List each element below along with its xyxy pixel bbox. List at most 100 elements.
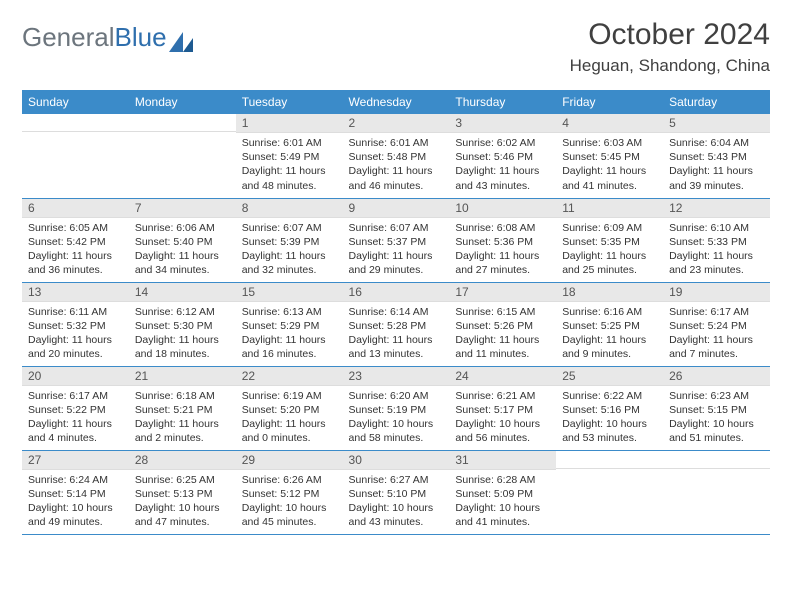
day-body: Sunrise: 6:10 AMSunset: 5:33 PMDaylight:… <box>663 218 770 282</box>
sunset-text: Sunset: 5:48 PM <box>349 150 444 164</box>
calendar-day-cell <box>663 450 770 534</box>
sunset-text: Sunset: 5:36 PM <box>455 235 550 249</box>
day-number: 15 <box>236 283 343 302</box>
sunrise-text: Sunrise: 6:04 AM <box>669 136 764 150</box>
calendar-day-cell: 10Sunrise: 6:08 AMSunset: 5:36 PMDayligh… <box>449 198 556 282</box>
sunrise-text: Sunrise: 6:07 AM <box>242 221 337 235</box>
sunset-text: Sunset: 5:49 PM <box>242 150 337 164</box>
day-number: 2 <box>343 114 450 133</box>
day-number: 30 <box>343 451 450 470</box>
day-body: Sunrise: 6:28 AMSunset: 5:09 PMDaylight:… <box>449 470 556 534</box>
calendar-day-cell: 16 Sunrise: 6:14 AMSunset: 5:28 PMDayligh… <box>343 282 450 366</box>
day-number: 6 <box>22 199 129 218</box>
day-number: 1 <box>236 114 343 133</box>
calendar-day-cell: 1Sunrise: 6:01 AMSunset: 5:49 PMDaylight… <box>236 114 343 198</box>
sunrise-text: Sunrise: 6:23 AM <box>669 389 764 403</box>
daylight-text: Daylight: 10 hours and 45 minutes. <box>242 501 337 529</box>
daylight-text: Daylight: 10 hours and 47 minutes. <box>135 501 230 529</box>
daylight-text: Daylight: 11 hours and 32 minutes. <box>242 249 337 277</box>
calendar-day-cell: 8Sunrise: 6:07 AMSunset: 5:39 PMDaylight… <box>236 198 343 282</box>
day-number: 16 <box>343 283 450 302</box>
day-body: Sunrise: 6:17 AMSunset: 5:24 PMDaylight:… <box>663 302 770 366</box>
sunset-text: Sunset: 5:12 PM <box>242 487 337 501</box>
day-body: Sunrise: 6:27 AMSunset: 5:10 PMDaylight:… <box>343 470 450 534</box>
day-body: Sunrise: 6:24 AMSunset: 5:14 PMDaylight:… <box>22 470 129 534</box>
daylight-text: Daylight: 10 hours and 56 minutes. <box>455 417 550 445</box>
daylight-text: Daylight: 11 hours and 46 minutes. <box>349 164 444 192</box>
day-number: 22 <box>236 367 343 386</box>
sunrise-text: Sunrise: 6:17 AM <box>28 389 123 403</box>
daylight-text: Daylight: 11 hours and 36 minutes. <box>28 249 123 277</box>
calendar-week-row: 20Sunrise: 6:17 AMSunset: 5:22 PMDayligh… <box>22 366 770 450</box>
calendar-day-cell: 23Sunrise: 6:20 AMSunset: 5:19 PMDayligh… <box>343 366 450 450</box>
sunset-text: Sunset: 5:43 PM <box>669 150 764 164</box>
sunset-text: Sunset: 5:22 PM <box>28 403 123 417</box>
calendar-week-row: 1 Sunrise: 6:01 AM Sunset: 5:49 PM Daylight… <box>22 114 770 198</box>
day-body: Sunrise: 6:13 AMSunset: 5:29 PMDaylight:… <box>236 302 343 366</box>
sunset-text: Sunset: 5:30 PM <box>135 319 230 333</box>
weekday-header: Friday <box>556 90 663 114</box>
calendar-day-cell: 22Sunrise: 6:19 AMSunset: 5:20 PMDayligh… <box>236 366 343 450</box>
sunrise-text: Sunrise: 6:02 AM <box>455 136 550 150</box>
calendar-day-cell: 13Sunrise: 6:11 AMSunset: 5:32 PMDayligh… <box>22 282 129 366</box>
sunrise-text: Sunrise: 6:01 AM <box>349 136 444 150</box>
day-number: 12 <box>663 199 770 218</box>
sunrise-text: Sunrise: 6:24 AM <box>28 473 123 487</box>
weekday-header: Monday <box>129 90 236 114</box>
sunset-text: Sunset: 5:17 PM <box>455 403 550 417</box>
day-number <box>129 114 236 132</box>
sunrise-text: Sunrise: 6:11 AM <box>28 305 123 319</box>
calendar-day-cell: 9Sunrise: 6:07 AMSunset: 5:37 PMDaylight… <box>343 198 450 282</box>
daylight-text: Daylight: 11 hours and 2 minutes. <box>135 417 230 445</box>
day-body: Sunrise: 6:21 AMSunset: 5:17 PMDaylight:… <box>449 386 556 450</box>
daylight-text: Daylight: 11 hours and 4 minutes. <box>28 417 123 445</box>
daylight-text: Daylight: 11 hours and 9 minutes. <box>562 333 657 361</box>
sunrise-text: Sunrise: 6:15 AM <box>455 305 550 319</box>
sunrise-text: Sunrise: 6:14 AM <box>349 305 444 319</box>
day-number <box>22 114 129 132</box>
day-body: Sunrise: 6:06 AMSunset: 5:40 PMDaylight:… <box>129 218 236 282</box>
daylight-text: Daylight: 10 hours and 53 minutes. <box>562 417 657 445</box>
day-body: Sunrise: 6:19 AMSunset: 5:20 PMDaylight:… <box>236 386 343 450</box>
logo-text-blue: Blue <box>115 22 167 53</box>
day-body <box>663 469 770 476</box>
day-body: Sunrise: 6:08 AMSunset: 5:36 PMDaylight:… <box>449 218 556 282</box>
day-body: Sunrise: 6:25 AMSunset: 5:13 PMDaylight:… <box>129 470 236 534</box>
calendar-day-cell <box>556 450 663 534</box>
sunrise-text: Sunrise: 6:25 AM <box>135 473 230 487</box>
sunset-text: Sunset: 5:28 PM <box>349 319 444 333</box>
daylight-text: Daylight: 11 hours and 0 minutes. <box>242 417 337 445</box>
daylight-text: Daylight: 10 hours and 51 minutes. <box>669 417 764 445</box>
day-number: 4 <box>556 114 663 133</box>
day-number: 8 <box>236 199 343 218</box>
calendar-week-row: 27Sunrise: 6:24 AMSunset: 5:14 PMDayligh… <box>22 450 770 534</box>
sunrise-text: Sunrise: 6:07 AM <box>349 221 444 235</box>
calendar-day-cell: 7Sunrise: 6:06 AMSunset: 5:40 PMDaylight… <box>129 198 236 282</box>
day-number: 20 <box>22 367 129 386</box>
daylight-text: Daylight: 11 hours and 13 minutes. <box>349 333 444 361</box>
day-number: 10 <box>449 199 556 218</box>
day-body <box>556 469 663 476</box>
daylight-text: Daylight: 11 hours and 41 minutes. <box>562 164 657 192</box>
calendar-day-cell: 6Sunrise: 6:05 AMSunset: 5:42 PMDaylight… <box>22 198 129 282</box>
calendar-day-cell <box>22 114 129 198</box>
sunrise-text: Sunrise: 6:13 AM <box>242 305 337 319</box>
calendar-day-cell: 21Sunrise: 6:18 AMSunset: 5:21 PMDayligh… <box>129 366 236 450</box>
calendar-day-cell: 19Sunrise: 6:17 AMSunset: 5:24 PMDayligh… <box>663 282 770 366</box>
calendar-day-cell: 5Sunrise: 6:04 AMSunset: 5:43 PMDaylight… <box>663 114 770 198</box>
weekday-header: Thursday <box>449 90 556 114</box>
day-body: Sunrise: 6:26 AMSunset: 5:12 PMDaylight:… <box>236 470 343 534</box>
day-body: Sunrise: 6:15 AMSunset: 5:26 PMDaylight:… <box>449 302 556 366</box>
calendar-day-cell <box>129 114 236 198</box>
sunset-text: Sunset: 5:21 PM <box>135 403 230 417</box>
sunset-text: Sunset: 5:14 PM <box>28 487 123 501</box>
day-number: 18 <box>556 283 663 302</box>
day-body: Sunrise: 6:07 AMSunset: 5:39 PMDaylight:… <box>236 218 343 282</box>
calendar-day-cell: 15Sunrise: 6:13 AMSunset: 5:29 PMDayligh… <box>236 282 343 366</box>
sunrise-text: Sunrise: 6:12 AM <box>135 305 230 319</box>
daylight-text: Daylight: 11 hours and 43 minutes. <box>455 164 550 192</box>
sunrise-text: Sunrise: 6:05 AM <box>28 221 123 235</box>
calendar-day-cell: 27Sunrise: 6:24 AMSunset: 5:14 PMDayligh… <box>22 450 129 534</box>
day-number: 24 <box>449 367 556 386</box>
day-number: 21 <box>129 367 236 386</box>
